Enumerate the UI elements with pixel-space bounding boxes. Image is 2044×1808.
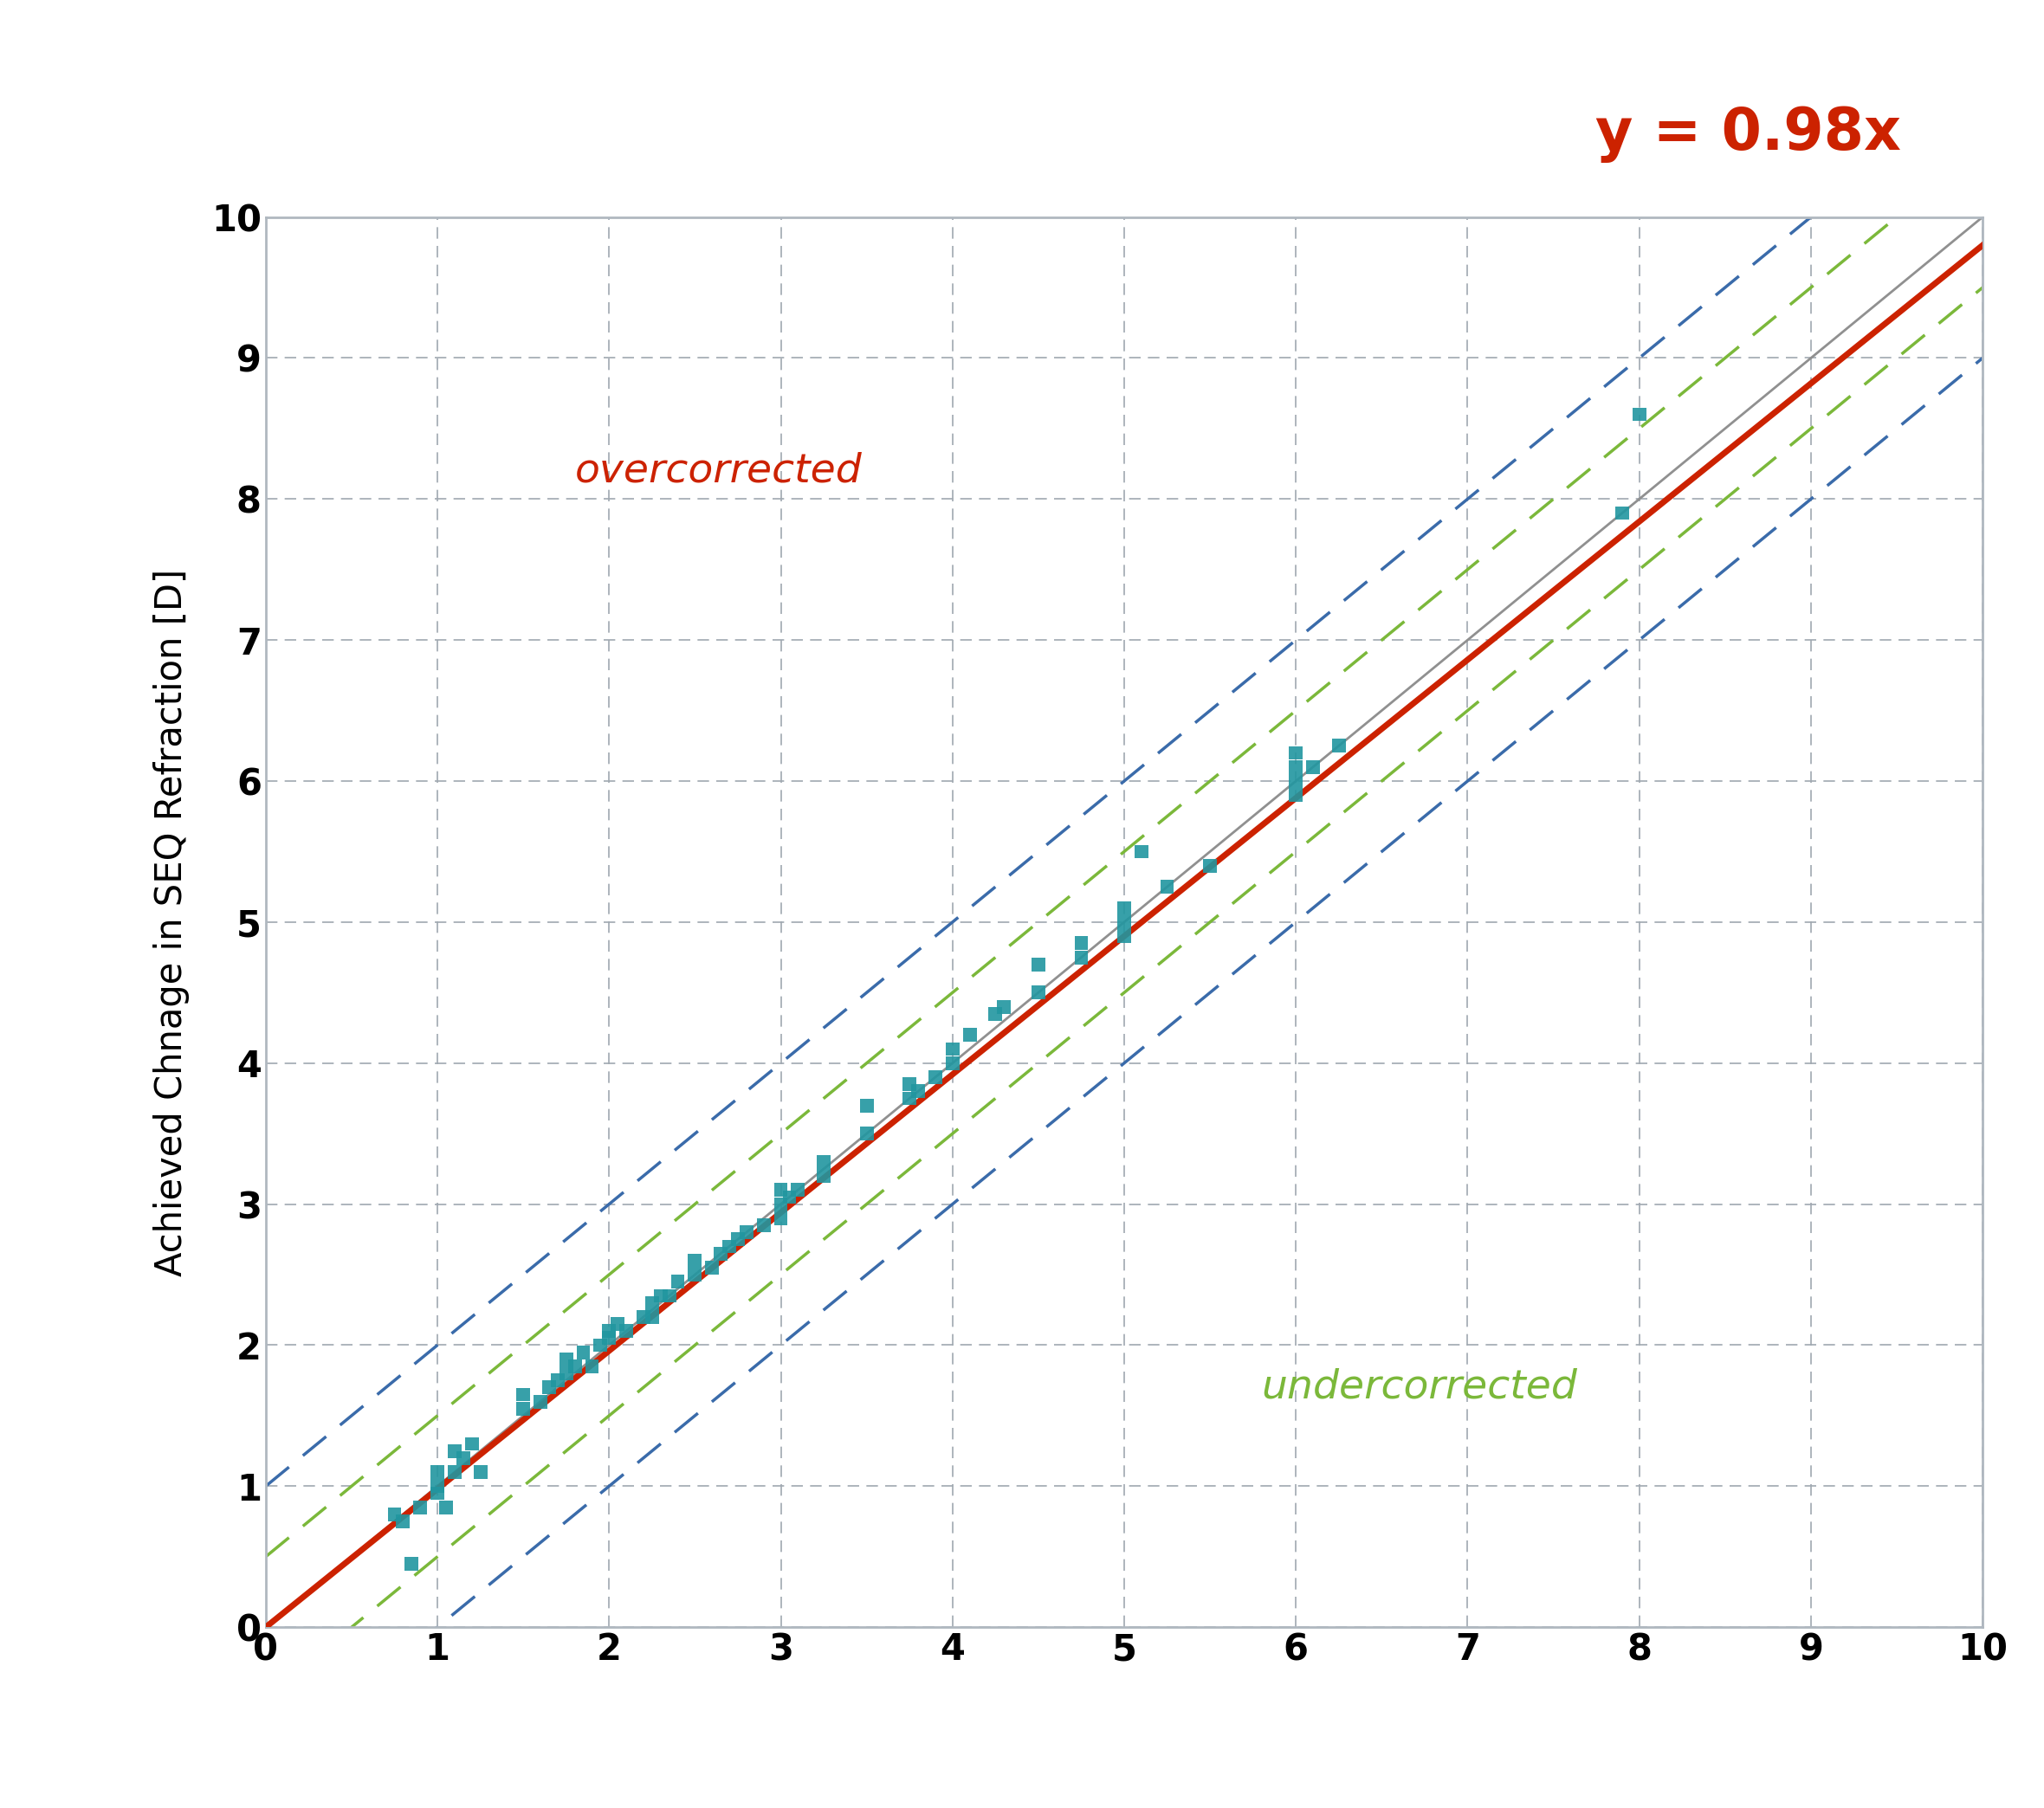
Point — [722, 1226, 754, 1255]
Point — [576, 1352, 609, 1381]
Point — [378, 1501, 411, 1530]
Point — [920, 1063, 953, 1092]
Point — [893, 1070, 926, 1099]
Point — [1280, 738, 1312, 767]
Point — [405, 1493, 437, 1522]
Point — [558, 1352, 591, 1381]
Point — [764, 1190, 797, 1219]
Point — [1296, 752, 1329, 781]
Point — [1194, 852, 1226, 880]
Point — [987, 993, 1020, 1022]
Point — [807, 1161, 840, 1190]
Point — [679, 1246, 711, 1275]
Point — [644, 1282, 677, 1311]
Point — [652, 1282, 685, 1311]
Point — [730, 1219, 762, 1248]
Point — [437, 1436, 470, 1464]
Point — [550, 1345, 583, 1374]
Point — [936, 1049, 969, 1078]
Text: overcorrected: overcorrected — [574, 452, 863, 490]
Point — [507, 1380, 540, 1408]
Point — [748, 1211, 781, 1240]
Point — [764, 1204, 797, 1233]
Point — [550, 1360, 583, 1389]
Point — [1108, 908, 1141, 937]
Point — [953, 1020, 985, 1049]
Point — [593, 1316, 625, 1345]
Point — [1108, 922, 1141, 951]
Point — [1065, 929, 1098, 958]
Point — [636, 1302, 668, 1331]
Point — [421, 1472, 454, 1501]
Point — [936, 1034, 969, 1063]
Point — [1124, 837, 1157, 866]
Point — [1151, 871, 1183, 900]
Point — [1280, 767, 1312, 796]
Point — [601, 1309, 634, 1338]
Point — [421, 1457, 454, 1486]
Text: y = 0.98x: y = 0.98x — [1594, 105, 1901, 163]
Point — [1280, 752, 1312, 781]
Point — [464, 1457, 497, 1486]
Point — [901, 1078, 934, 1106]
Point — [542, 1367, 574, 1396]
Point — [850, 1090, 883, 1119]
Point — [781, 1175, 814, 1204]
Point — [1322, 730, 1355, 759]
Point — [421, 1479, 454, 1508]
Point — [1022, 978, 1055, 1007]
Point — [1623, 400, 1656, 428]
Point — [979, 1000, 1012, 1029]
Point — [705, 1238, 738, 1267]
Point — [713, 1231, 746, 1260]
Point — [628, 1302, 660, 1331]
Point — [893, 1083, 926, 1112]
Point — [695, 1253, 728, 1282]
Point — [448, 1443, 480, 1472]
Text: undercorrected: undercorrected — [1261, 1369, 1578, 1407]
Point — [394, 1549, 427, 1578]
Point — [773, 1182, 805, 1211]
Point — [609, 1316, 642, 1345]
Y-axis label: Achieved Chnage in SEQ Refraction [D]: Achieved Chnage in SEQ Refraction [D] — [153, 568, 190, 1276]
Point — [507, 1394, 540, 1423]
Point — [566, 1338, 599, 1367]
Point — [386, 1508, 419, 1537]
Point — [850, 1119, 883, 1148]
Point — [437, 1457, 470, 1486]
Point — [1280, 781, 1312, 810]
Point — [1065, 942, 1098, 971]
Point — [1607, 499, 1639, 528]
Point — [429, 1493, 462, 1522]
Point — [456, 1430, 489, 1459]
Point — [679, 1260, 711, 1289]
Point — [1022, 949, 1055, 978]
Point — [533, 1372, 566, 1401]
Point — [636, 1289, 668, 1318]
Point — [593, 1323, 625, 1352]
Point — [1108, 893, 1141, 922]
Point — [662, 1267, 695, 1296]
Point — [764, 1175, 797, 1204]
Point — [807, 1148, 840, 1177]
Point — [585, 1331, 617, 1360]
Point — [523, 1387, 556, 1416]
